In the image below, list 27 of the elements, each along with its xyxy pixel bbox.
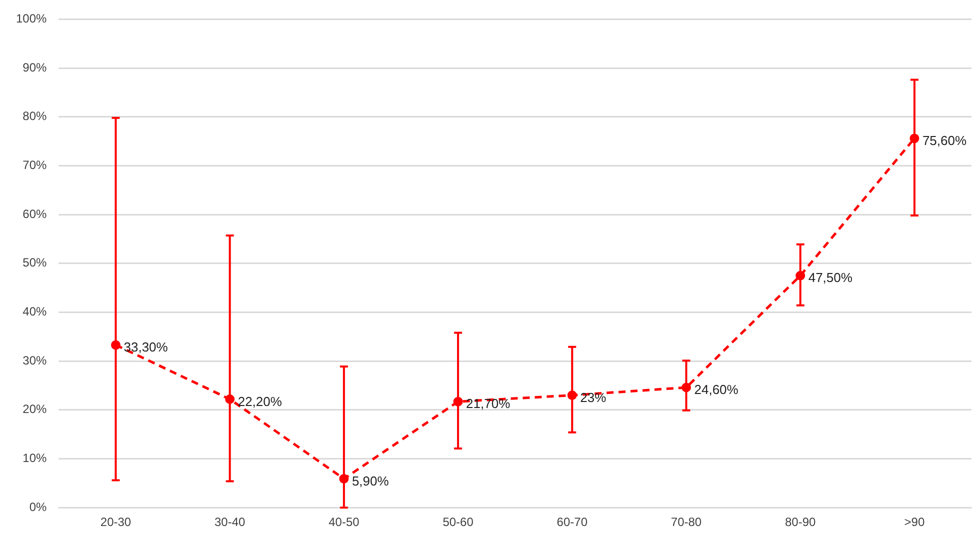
x-tick-label: 50-60 bbox=[442, 515, 474, 530]
data-label: 33,30% bbox=[124, 340, 168, 355]
data-label: 23% bbox=[580, 390, 607, 405]
y-tick-label: 40% bbox=[22, 304, 48, 319]
x-tick-label: 60-70 bbox=[556, 515, 588, 530]
y-tick-label: 10% bbox=[22, 451, 48, 466]
data-label: 47,50% bbox=[808, 270, 853, 286]
data-label: 75,60% bbox=[922, 132, 967, 148]
x-tick-label: 20-30 bbox=[100, 515, 132, 530]
x-tick-label: 70-80 bbox=[670, 515, 702, 530]
y-tick-label: 60% bbox=[22, 206, 48, 221]
y-tick-label: 90% bbox=[22, 60, 48, 74]
data-label: 21,70% bbox=[466, 396, 511, 412]
y-tick-label: 80% bbox=[22, 109, 48, 124]
y-tick-label: 70% bbox=[22, 158, 48, 172]
y-tick-label: 20% bbox=[22, 402, 48, 416]
x-tick-label: >90 bbox=[904, 515, 925, 530]
y-tick-label: 100% bbox=[16, 12, 48, 26]
y-tick-label: 30% bbox=[22, 353, 48, 368]
data-label: 5,90% bbox=[352, 473, 390, 488]
x-tick-label: 30-40 bbox=[214, 515, 246, 530]
y-tick-label: 0% bbox=[29, 500, 48, 514]
data-label: 24,60% bbox=[694, 382, 739, 398]
x-tick-label: 40-50 bbox=[328, 515, 360, 530]
data-label: 22,20% bbox=[238, 394, 282, 409]
y-tick-label: 50% bbox=[22, 256, 48, 270]
x-tick-label: 80-90 bbox=[784, 515, 816, 530]
